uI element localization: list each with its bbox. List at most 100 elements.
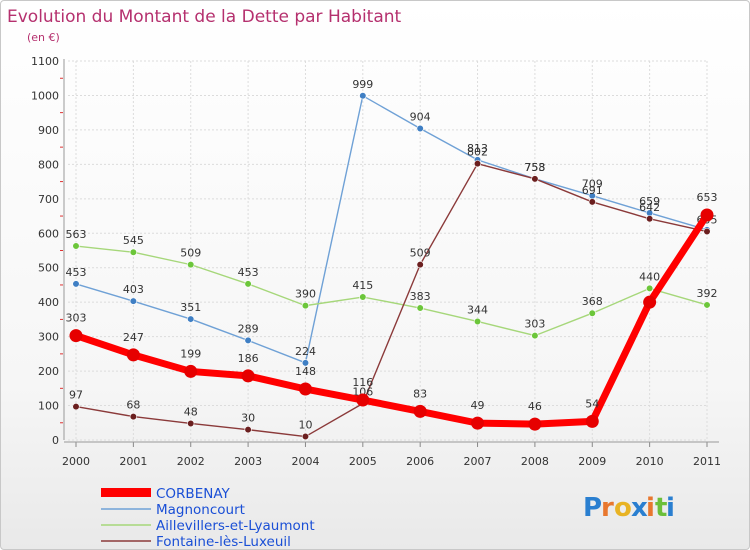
legend-label: Magnoncourt: [156, 502, 245, 518]
legend-label: CORBENAY: [156, 486, 231, 502]
series-line: [75, 245, 708, 337]
data-label: 642: [639, 201, 660, 214]
data-label: 46: [528, 400, 542, 413]
legend-label: Aillevillers-et-Lyaumont: [156, 518, 315, 534]
legend-item: Aillevillers-et-Lyaumont: [101, 518, 315, 534]
data-point: [187, 419, 195, 428]
data-point: [588, 198, 596, 206]
data-point: [184, 364, 198, 378]
data-label: 106: [352, 385, 373, 398]
data-point: [646, 215, 654, 223]
data-label: 368: [582, 295, 603, 308]
y-tick-label: 1000: [31, 89, 59, 102]
logo-letter: o: [614, 493, 632, 523]
data-point: [359, 293, 367, 301]
y-tick-label: 300: [38, 331, 59, 344]
x-tick-label: 2010: [636, 455, 664, 468]
data-point: [298, 382, 312, 396]
data-point: [528, 417, 542, 431]
data-label: 247: [123, 331, 144, 344]
data-point: [244, 426, 252, 434]
data-label: 390: [295, 288, 316, 301]
series-corbenay: 303 247 199 186 148 116 83 49 46 54 653: [66, 191, 718, 431]
logo-letter: x: [631, 493, 648, 523]
legend-label: Fontaine-lès-Luxeuil: [156, 534, 291, 549]
x-tick-label: 2003: [234, 455, 262, 468]
data-label: 49: [471, 399, 485, 412]
data-point: [359, 92, 367, 100]
data-point: [241, 369, 255, 383]
data-point: [129, 248, 137, 256]
data-label: 753: [524, 161, 545, 174]
series-line: [75, 95, 708, 364]
y-tick-label: 500: [38, 262, 59, 275]
data-point: [126, 348, 140, 362]
data-label: 303: [66, 312, 87, 325]
data-point: [531, 332, 539, 340]
data-point: [646, 284, 654, 293]
data-label: 186: [238, 352, 259, 365]
y-tick-label: 900: [38, 124, 59, 137]
data-point: [416, 304, 424, 312]
data-label: 289: [238, 322, 259, 335]
data-point: [703, 301, 711, 309]
data-label: 403: [123, 283, 144, 296]
x-tick-label: 2000: [62, 455, 90, 468]
data-label: 999: [352, 78, 373, 91]
x-tick-label: 2009: [578, 455, 606, 468]
y-tick-label: 1100: [31, 55, 59, 68]
data-point: [700, 208, 714, 222]
data-label: 30: [241, 412, 255, 425]
data-label: 48: [184, 405, 198, 418]
data-label: 68: [126, 399, 140, 412]
data-point: [244, 280, 252, 288]
chart-subtitle: (en €): [27, 31, 60, 44]
y-tick-label: 400: [38, 296, 59, 309]
data-label: 563: [66, 228, 87, 241]
data-point: [531, 175, 539, 183]
logo-letter: r: [601, 493, 614, 523]
data-point: [187, 315, 195, 323]
data-label: 392: [697, 287, 718, 300]
x-tick-label: 2006: [406, 455, 434, 468]
x-tick-label: 2007: [464, 455, 492, 468]
x-tick-label: 2005: [349, 455, 377, 468]
data-label: 148: [295, 365, 316, 378]
data-label: 904: [410, 111, 431, 124]
data-label: 344: [467, 303, 488, 316]
data-point: [301, 359, 310, 367]
data-point: [471, 416, 485, 430]
series-line: [74, 213, 710, 428]
data-label: 802: [467, 146, 488, 159]
data-point: [473, 317, 482, 326]
logo-letter: i: [666, 493, 675, 523]
data-label: 440: [639, 270, 660, 283]
data-point: [244, 336, 252, 345]
x-tick-label: 2008: [521, 455, 549, 468]
data-label: 653: [697, 191, 718, 204]
data-label: 709: [582, 178, 603, 191]
x-tick-label: 2004: [291, 455, 319, 468]
data-label: 453: [238, 266, 259, 279]
data-point: [72, 402, 80, 411]
series-magnoncourt: 453 403 351 289 224 999 904 813 758 709 659: [66, 78, 711, 367]
y-tick-label: 0: [52, 434, 59, 447]
data-label: 224: [295, 345, 316, 358]
legend-item: Magnoncourt: [101, 502, 245, 518]
data-point: [72, 280, 80, 288]
data-point: [72, 242, 80, 250]
data-label: 97: [69, 389, 83, 402]
proxiti-logo: Pr o xi ti: [583, 493, 675, 523]
y-tick-label: 600: [38, 227, 59, 240]
series-aillevillers-et-lyaumont: 563 545 509 453 390 415 383 344 303 368 440 392: [66, 228, 718, 340]
x-tick-label: 2001: [119, 455, 147, 468]
data-label: 10: [298, 419, 312, 432]
series-fontaine-l-s-luxeuil: 9768483010106509802753691642605: [69, 146, 718, 441]
data-point: [129, 412, 137, 421]
data-label: 453: [66, 266, 87, 279]
x-tick-label: 2002: [177, 455, 205, 468]
y-tick-label: 700: [38, 193, 59, 206]
data-label: 303: [524, 318, 545, 331]
